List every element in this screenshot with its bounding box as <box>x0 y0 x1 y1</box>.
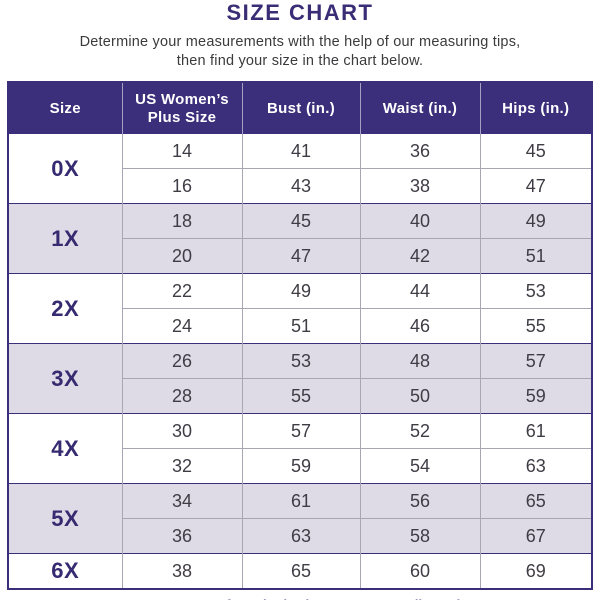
table-row: 6X 38 65 60 69 <box>8 553 593 590</box>
data-cell: 43 <box>242 168 361 204</box>
data-cell: 34 <box>122 483 243 519</box>
data-cell: 51 <box>242 308 361 344</box>
page-title: SIZE CHART <box>226 0 374 25</box>
data-cell: 28 <box>122 378 243 414</box>
header-cell-plus-size: US Women’s Plus Size <box>122 82 243 135</box>
data-cell: 36 <box>122 518 243 554</box>
table-row: 32 59 54 63 <box>8 448 593 484</box>
table-row: 2X 22 49 44 53 <box>8 273 593 344</box>
data-cell: 69 <box>480 553 593 590</box>
data-cell: 61 <box>242 483 361 519</box>
size-label-5x: 5X <box>8 483 123 554</box>
data-cell: 40 <box>360 203 481 239</box>
data-cell: 41 <box>242 134 361 169</box>
data-cell: 53 <box>480 273 593 309</box>
data-cell: 47 <box>242 238 361 274</box>
data-cell: 52 <box>360 413 481 449</box>
header-cell-waist: Waist (in.) <box>360 82 481 135</box>
data-cell: 58 <box>360 518 481 554</box>
data-cell: 44 <box>360 273 481 309</box>
data-cell: 65 <box>480 483 593 519</box>
data-cell: 60 <box>360 553 481 590</box>
size-label-3x: 3X <box>8 343 123 414</box>
data-cell: 61 <box>480 413 593 449</box>
header-cell-size: Size <box>8 82 123 135</box>
table-row: 4X 30 57 52 61 <box>8 413 593 484</box>
footnote: *Measurements refer to body size, not ga… <box>0 597 600 600</box>
data-cell: 53 <box>242 343 361 379</box>
subtitle-line-2: then find your size in the chart below. <box>176 52 424 69</box>
size-label-6x: 6X <box>8 553 123 590</box>
data-cell: 49 <box>480 203 593 239</box>
table-row: 28 55 50 59 <box>8 378 593 414</box>
data-cell: 57 <box>480 343 593 379</box>
data-cell: 18 <box>122 203 243 239</box>
data-cell: 42 <box>360 238 481 274</box>
table-row: 1X 18 45 40 49 <box>8 203 593 274</box>
data-cell: 59 <box>480 378 593 414</box>
header-row: Size US Women’s Plus Size Bust (in.) Wai… <box>8 82 592 135</box>
data-cell: 30 <box>122 413 243 449</box>
table-row: 24 51 46 55 <box>8 308 593 344</box>
data-cell: 20 <box>122 238 243 274</box>
data-cell: 38 <box>122 553 243 590</box>
data-cell: 47 <box>480 168 593 204</box>
data-cell: 55 <box>242 378 361 414</box>
table-row: 16 43 38 47 <box>8 168 593 204</box>
data-cell: 54 <box>360 448 481 484</box>
size-label-2x: 2X <box>8 273 123 344</box>
table-row: 36 63 58 67 <box>8 518 593 554</box>
header-cell-hips: Hips (in.) <box>480 82 592 135</box>
data-cell: 65 <box>242 553 361 590</box>
size-label-0x: 0X <box>8 134 123 204</box>
data-cell: 16 <box>122 168 243 204</box>
size-label-4x: 4X <box>8 413 123 484</box>
data-cell: 46 <box>360 308 481 344</box>
data-cell: 67 <box>480 518 593 554</box>
header-cell-bust: Bust (in.) <box>242 82 361 135</box>
table-row: 5X 34 61 56 65 <box>8 483 593 554</box>
data-cell: 24 <box>122 308 243 344</box>
size-label-1x: 1X <box>8 203 123 274</box>
data-cell: 26 <box>122 343 243 379</box>
data-cell: 14 <box>122 134 243 169</box>
data-cell: 63 <box>242 518 361 554</box>
data-cell: 36 <box>360 134 481 169</box>
data-cell: 63 <box>480 448 593 484</box>
data-cell: 56 <box>360 483 481 519</box>
table-row: 0X 14 41 36 45 <box>8 134 593 204</box>
data-cell: 48 <box>360 343 481 379</box>
data-cell: 32 <box>122 448 243 484</box>
data-cell: 50 <box>360 378 481 414</box>
table-row: 20 47 42 51 <box>8 238 593 274</box>
subtitle: Determine your measurements with the hel… <box>0 33 600 70</box>
data-cell: 45 <box>480 134 593 169</box>
data-cell: 55 <box>480 308 593 344</box>
data-cell: 45 <box>242 203 361 239</box>
size-chart-table: Size US Women’s Plus Size Bust (in.) Wai… <box>7 81 593 591</box>
data-cell: 49 <box>242 273 361 309</box>
data-cell: 59 <box>242 448 361 484</box>
data-cell: 38 <box>360 168 481 204</box>
data-cell: 57 <box>242 413 361 449</box>
table-row: 3X 26 53 48 57 <box>8 343 593 414</box>
subtitle-line-1: Determine your measurements with the hel… <box>79 34 521 50</box>
data-cell: 22 <box>122 273 243 309</box>
table-header: Size US Women’s Plus Size Bust (in.) Wai… <box>8 82 592 135</box>
data-cell: 51 <box>480 238 593 274</box>
